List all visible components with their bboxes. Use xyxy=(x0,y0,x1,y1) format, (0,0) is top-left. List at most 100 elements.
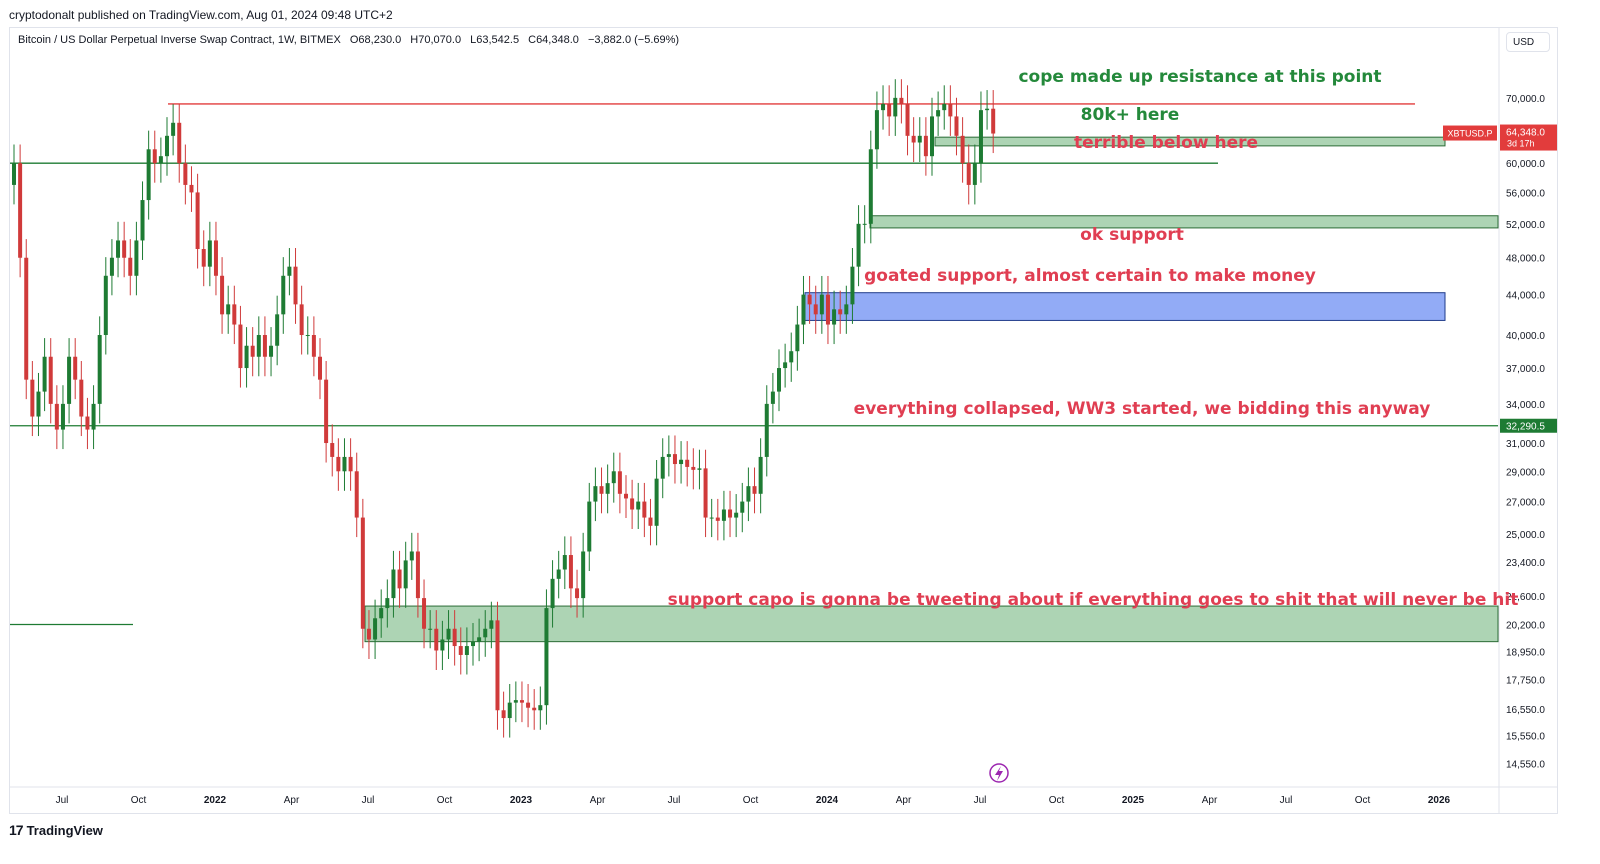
legend-open: O68,230.0 xyxy=(349,34,402,46)
candle-body xyxy=(948,103,953,117)
y-tick-label: 56,000.0 xyxy=(1506,188,1545,199)
tradingview-logo-icon: 17 xyxy=(9,822,24,838)
replay-icon xyxy=(989,763,1009,783)
candle-body xyxy=(116,240,121,258)
candle-body xyxy=(348,456,353,472)
tradingview-logo-text: TradingView xyxy=(26,822,103,838)
candle-body xyxy=(825,294,830,325)
candle-body xyxy=(415,551,420,599)
candle-body xyxy=(942,103,947,111)
candle-body xyxy=(471,641,475,647)
candle-body xyxy=(758,456,763,494)
legend-change: −3,882.0 (−5.69%) xyxy=(587,34,680,46)
candle-body xyxy=(624,493,628,499)
candle-body xyxy=(966,163,971,185)
candle-body xyxy=(85,416,90,430)
candle-body xyxy=(740,501,745,513)
candle-body xyxy=(978,110,983,164)
candle-body xyxy=(79,379,84,417)
x-tick-label: 2024 xyxy=(816,795,839,806)
candle-body xyxy=(281,275,286,315)
candle-body xyxy=(103,275,108,336)
candle-body xyxy=(201,249,206,267)
candle-body xyxy=(819,294,824,315)
level-price-tag-bg xyxy=(1500,418,1557,433)
candle-body xyxy=(544,608,549,706)
candle-body xyxy=(146,149,151,201)
y-tick-label: 21,600.0 xyxy=(1506,592,1545,603)
x-tick-label: Jul xyxy=(1280,795,1293,806)
symbol-tag-label: XBTUSD.P xyxy=(1447,129,1492,139)
candle-body xyxy=(269,345,274,357)
candle-body xyxy=(599,486,604,494)
candle-body xyxy=(54,403,59,430)
x-tick-label: Jul xyxy=(668,795,681,806)
publisher-line: cryptodonalt published on TradingView.co… xyxy=(9,8,393,22)
candle-body xyxy=(397,569,402,589)
countdown-tag: 3d 17h xyxy=(1507,139,1535,149)
candle-body xyxy=(165,135,169,157)
candle-body xyxy=(373,618,378,640)
candle-body xyxy=(930,116,934,157)
candle-body xyxy=(36,391,41,417)
y-tick-label: 40,000.0 xyxy=(1506,331,1545,342)
legend-symbol: Bitcoin / US Dollar Perpetual Inverse Sw… xyxy=(18,34,341,46)
y-tick-label: 16,550.0 xyxy=(1506,705,1545,716)
candle-body xyxy=(60,403,65,430)
candle-body xyxy=(666,454,671,457)
candle-body xyxy=(856,223,861,267)
candle-body xyxy=(881,103,886,111)
candle-body xyxy=(513,700,518,703)
candle-body xyxy=(917,135,922,143)
candle-body xyxy=(477,637,482,642)
candle-body xyxy=(777,368,781,392)
candle-body xyxy=(403,560,408,589)
currency-selector[interactable]: USD xyxy=(1506,32,1550,52)
candle-body xyxy=(336,456,341,472)
candle-body xyxy=(195,192,200,250)
candle-body xyxy=(91,403,96,430)
candle-body xyxy=(648,517,653,526)
candle-body xyxy=(844,304,849,315)
candle-body xyxy=(801,294,806,325)
candle-body xyxy=(232,304,237,325)
candle-body xyxy=(734,512,739,518)
candle-body xyxy=(519,700,524,703)
candle-body xyxy=(972,163,977,185)
candle-body xyxy=(874,110,879,150)
x-tick-label: 2025 xyxy=(1122,795,1145,806)
tradingview-logo[interactable]: 17 TradingView xyxy=(9,822,103,838)
candle-body xyxy=(42,356,47,392)
candle-body xyxy=(807,294,812,305)
candle-body xyxy=(244,345,249,369)
candle-body xyxy=(12,163,16,185)
candle-body xyxy=(715,517,720,521)
candle-body xyxy=(581,551,586,599)
candle-body xyxy=(97,335,102,404)
y-tick-label: 17,750.0 xyxy=(1506,675,1545,686)
candle-body xyxy=(311,335,316,357)
lightning-icon xyxy=(995,766,1003,781)
candle-body xyxy=(746,486,751,502)
candle-body xyxy=(985,108,990,111)
chart-annotation: cope made up resistance at this point xyxy=(1018,67,1381,87)
y-tick-label: 34,000.0 xyxy=(1506,400,1545,411)
y-tick-label: 37,000.0 xyxy=(1506,364,1545,375)
candle-body xyxy=(489,620,494,629)
candle-body xyxy=(526,702,531,708)
candle-body xyxy=(366,628,371,640)
candle-body xyxy=(764,403,769,457)
y-tick-label: 31,000.0 xyxy=(1506,439,1545,450)
candle-body xyxy=(18,163,23,258)
candle-body xyxy=(391,569,396,599)
candle-body xyxy=(960,135,965,164)
chart-annotation: 80k+ here xyxy=(1081,105,1180,125)
level-price-tag: 32,290.5 xyxy=(1506,422,1545,433)
candle-body xyxy=(636,501,641,510)
candle-body xyxy=(721,509,726,521)
candle-body xyxy=(30,379,35,417)
candle-body xyxy=(587,501,592,552)
candle-body xyxy=(770,391,775,404)
candle-body xyxy=(642,501,647,518)
